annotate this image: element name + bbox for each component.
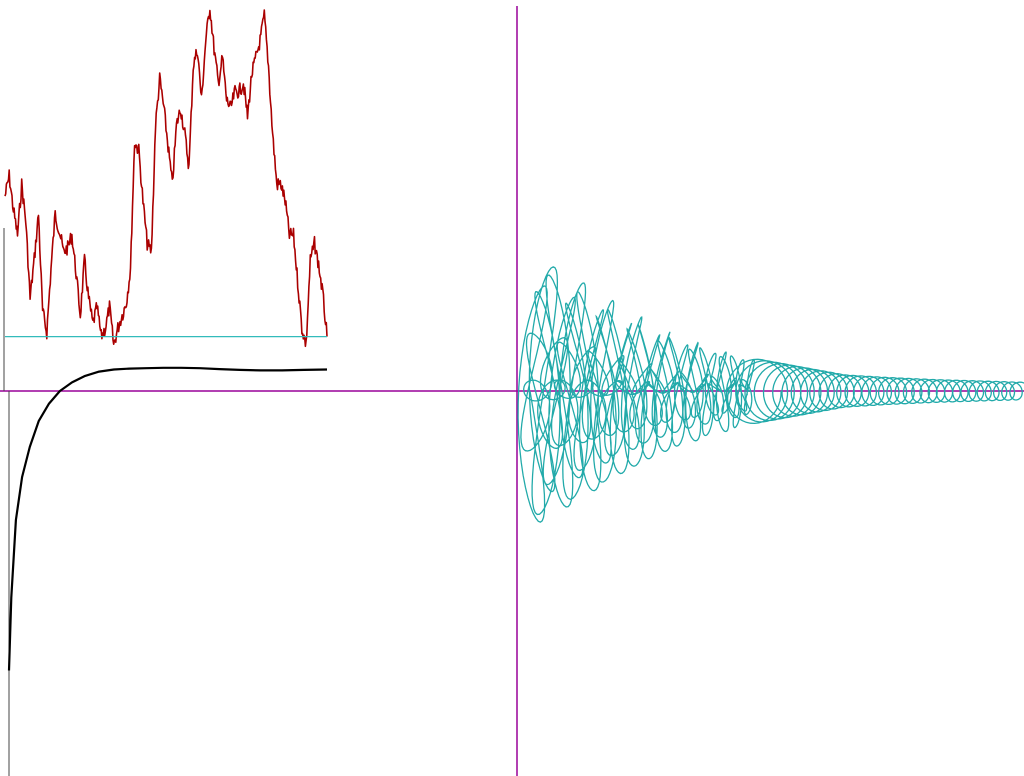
- left-chart-layer: [4, 9, 328, 671]
- smooth-curve: [7, 366, 328, 671]
- right-chart-layer: [517, 266, 1024, 523]
- noise-trace: [4, 9, 328, 348]
- spiral-loop-chain: [725, 358, 1024, 425]
- spiral-tangle: [517, 266, 755, 523]
